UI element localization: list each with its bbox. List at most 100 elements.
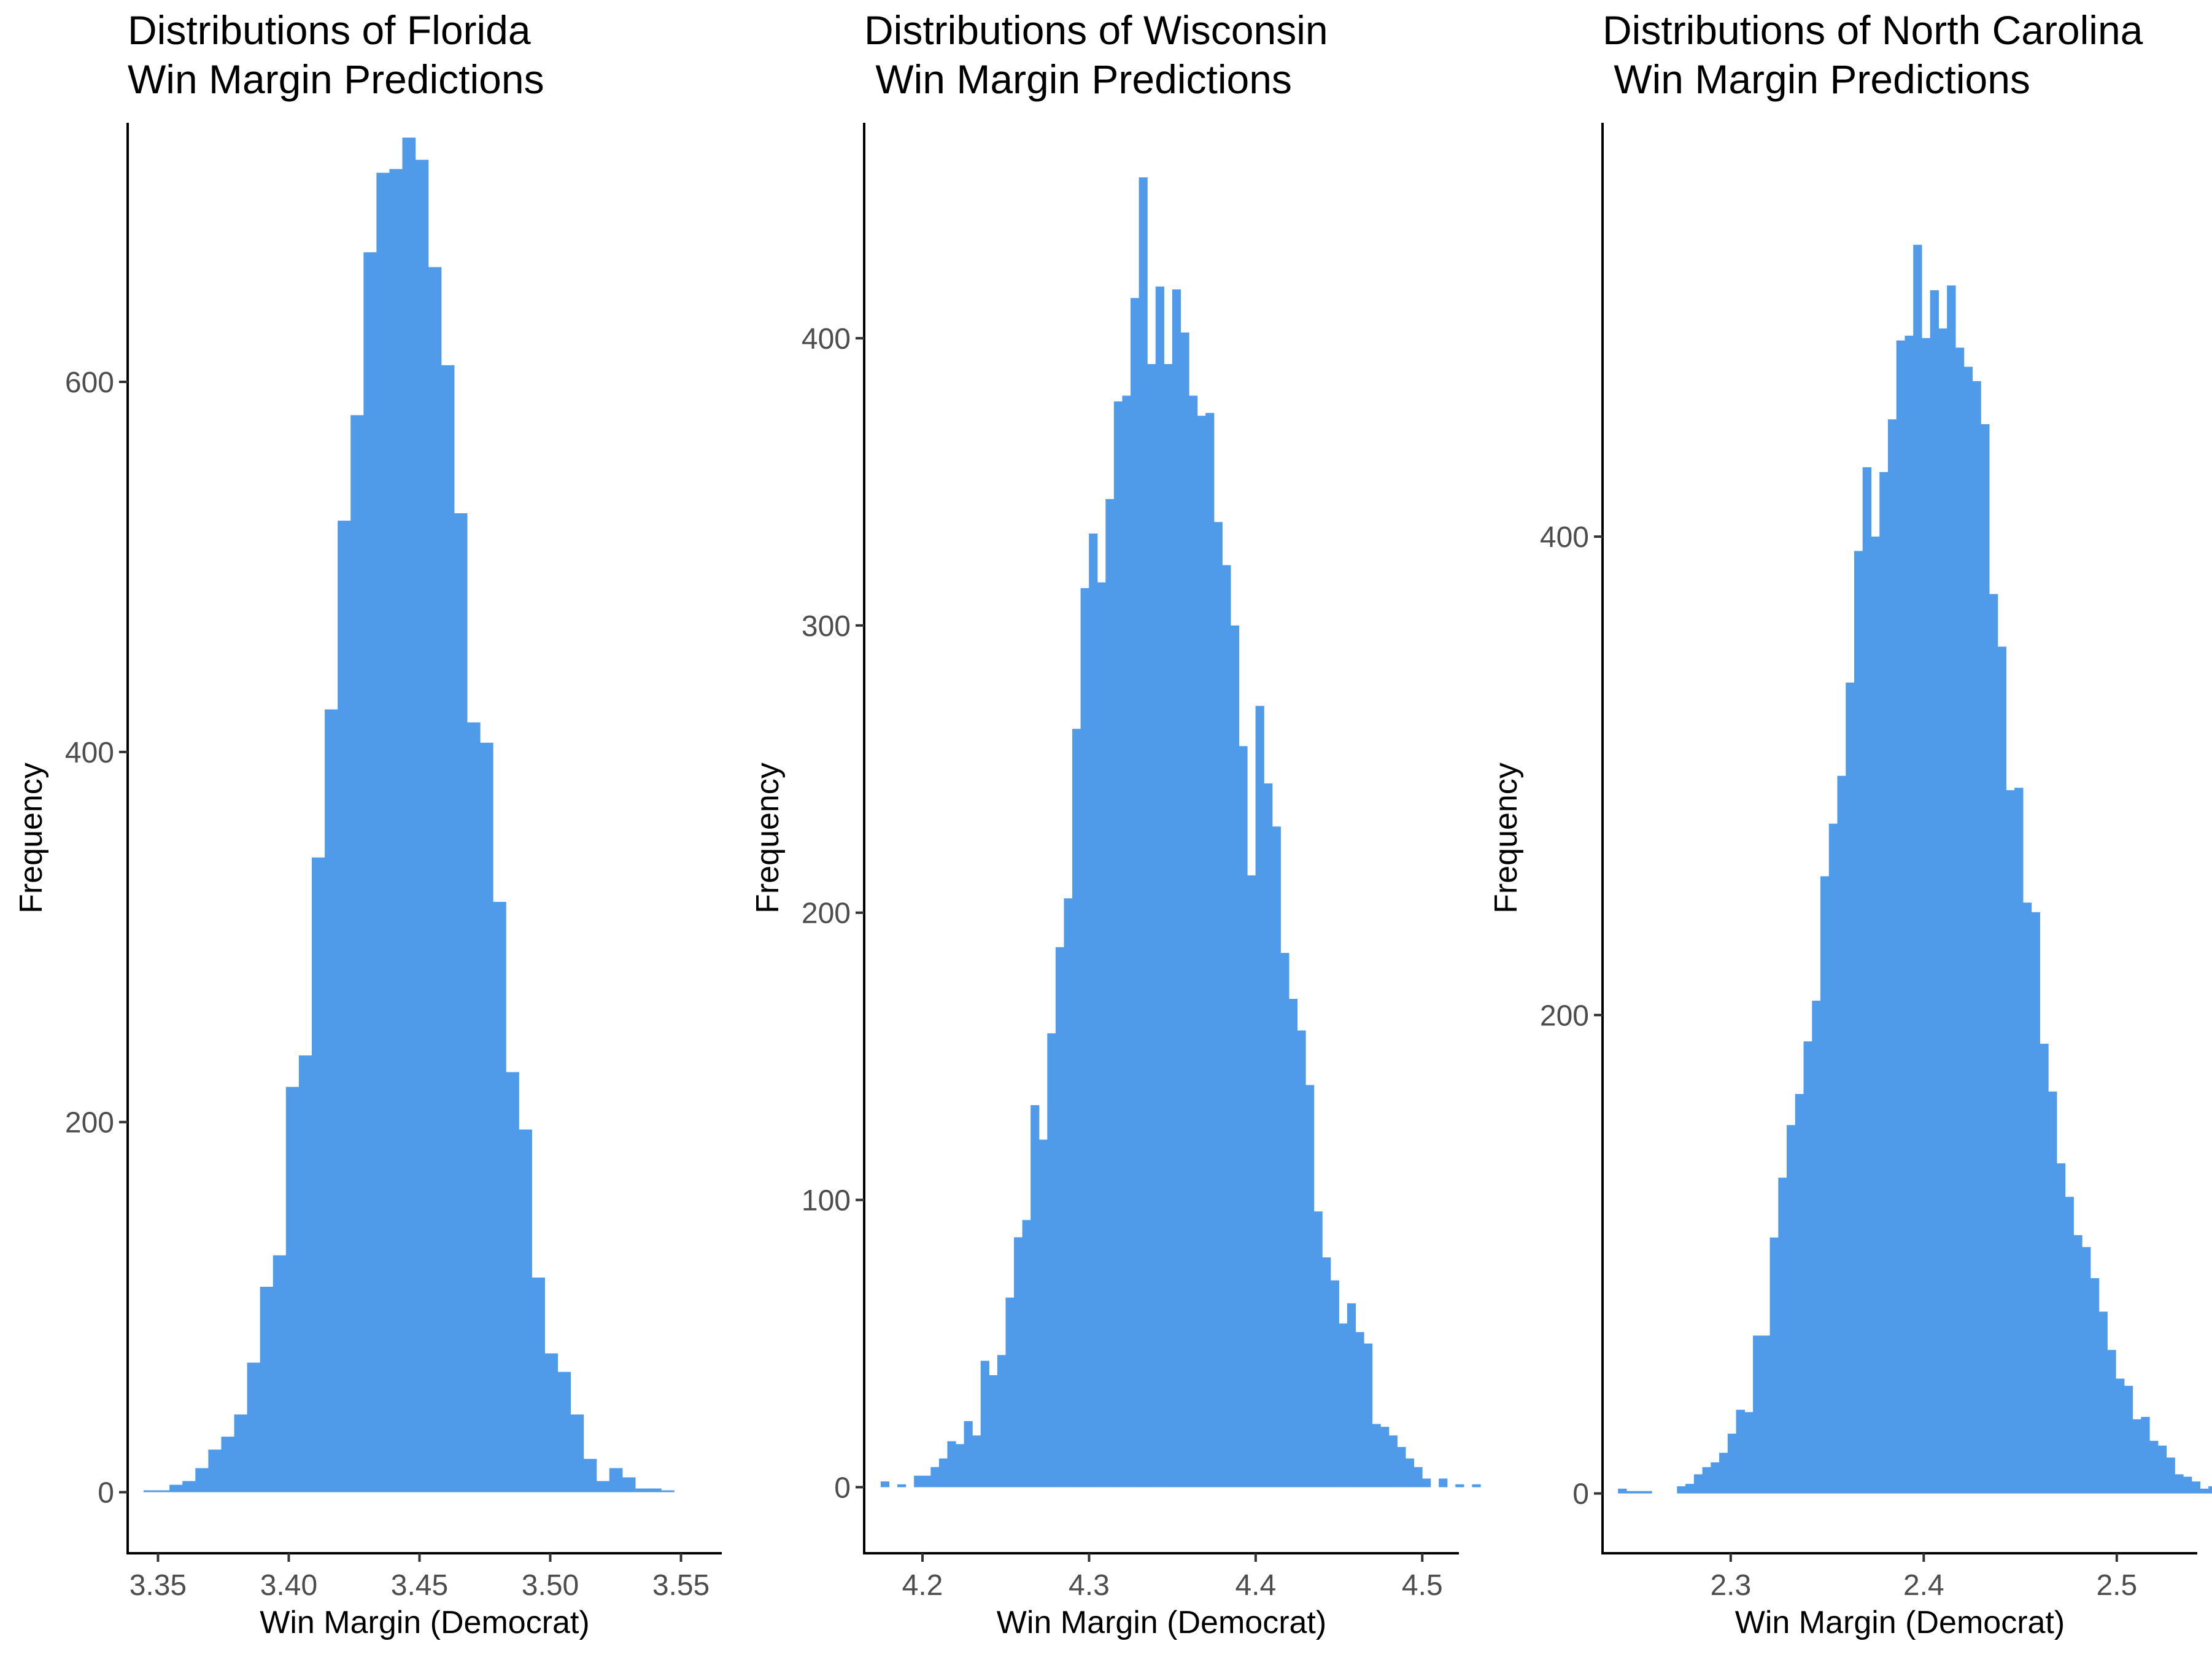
histogram-bar [2116, 1378, 2125, 1494]
histogram-bar [1397, 1446, 1406, 1488]
histogram-bar [1405, 1458, 1415, 1488]
histogram-bar [466, 722, 481, 1492]
chart-title-line: Distributions of Florida [128, 7, 531, 53]
histogram-bar [2166, 1457, 2175, 1494]
histogram-bar [1744, 1412, 1754, 1494]
histogram-bar [1272, 826, 1281, 1488]
histogram-bar [2082, 1247, 2091, 1494]
histogram-bar [1364, 1343, 1373, 1488]
histogram-bar [1955, 347, 1965, 1494]
histogram-bar [2200, 1488, 2209, 1494]
histogram-bar [997, 1355, 1007, 1488]
y-axis-title: Frequency [750, 763, 786, 914]
histogram-bar [389, 169, 403, 1492]
histogram-bar [956, 1444, 965, 1488]
chart-panel-3: Distributions of North Carolina Win Marg… [1488, 7, 2212, 1640]
histogram-bar [493, 901, 506, 1492]
histogram-bar [1155, 286, 1164, 1488]
histogram-bar [1038, 1139, 1048, 1488]
histogram-bar [2022, 902, 2032, 1494]
chart-panel-2: Distributions of Wisconsin Win Margin Pr… [750, 7, 1481, 1640]
histogram-bar [922, 1475, 931, 1488]
chart-title-line: Distributions of North Carolina [1603, 7, 2143, 53]
histogram-bar [428, 267, 442, 1492]
histogram-bar [914, 1475, 923, 1488]
y-axis-title: Frequency [1488, 763, 1524, 914]
y-tick-label: 400 [65, 737, 114, 769]
y-tick-label: 600 [65, 367, 114, 399]
histogram-bar [1871, 537, 1880, 1494]
histogram-bar [441, 365, 455, 1492]
histogram-bar [208, 1449, 222, 1492]
histogram-bar [583, 1459, 597, 1492]
histogram-bar [376, 173, 390, 1492]
histogram-bar [1854, 551, 1863, 1494]
histogram-bar [2090, 1278, 2100, 1494]
histogram-bar [479, 742, 493, 1492]
histogram-bar [1938, 328, 1947, 1494]
histogram-bar [1147, 364, 1156, 1488]
histogram-bar [454, 513, 468, 1492]
histogram-bar [1828, 823, 1838, 1494]
y-tick-label: 100 [802, 1185, 851, 1217]
histogram-bar [1388, 1435, 1398, 1488]
histogram-bar [1139, 177, 1148, 1488]
histogram-bar [1255, 705, 1264, 1488]
histogram-bar [1064, 898, 1073, 1488]
histogram-bar [989, 1375, 998, 1488]
histogram-bar [338, 521, 351, 1492]
histogram-bar [1355, 1332, 1364, 1488]
histogram-bar [157, 1490, 170, 1492]
chart-title-line: Win Margin Predictions [128, 56, 544, 102]
histogram-bar [1887, 419, 1897, 1494]
y-tick-label: 200 [1540, 999, 1589, 1032]
x-tick-label: 2.5 [2096, 1569, 2137, 1602]
histogram-bar [1022, 1220, 1031, 1488]
histogram-bar [169, 1484, 183, 1492]
histogram-bar [570, 1414, 584, 1492]
histogram-bar [648, 1488, 662, 1492]
histogram-bar [311, 857, 325, 1492]
histogram-bar [1634, 1491, 1644, 1494]
histogram-bar [2175, 1474, 2184, 1494]
chart-panel-1: Distributions of Florida Win Margin Predi… [14, 7, 722, 1640]
histogram-bar [1769, 1237, 1779, 1494]
x-tick-label: 3.55 [652, 1569, 710, 1602]
x-axis-title: Win Margin (Democrat) [997, 1605, 1326, 1640]
histogram-bar [947, 1441, 956, 1488]
histogram-bar [1172, 289, 1181, 1488]
histogram-bar [532, 1277, 545, 1492]
histogram-bar [1989, 594, 1998, 1494]
histogram-bar [1005, 1297, 1015, 1488]
histogram-bar [1372, 1424, 1381, 1488]
x-tick-label: 2.3 [1710, 1569, 1751, 1602]
histogram-bar [234, 1414, 248, 1492]
histogram-bar [1131, 298, 1140, 1488]
histogram-bar [402, 138, 416, 1492]
histogram-bars [143, 138, 675, 1492]
x-tick-label: 4.2 [902, 1569, 943, 1602]
histogram-bar [182, 1481, 196, 1492]
histogram-bar [2132, 1419, 2141, 1494]
histogram-bar [1761, 1335, 1771, 1494]
histogram-bar [1080, 588, 1089, 1488]
y-tick-label: 200 [802, 898, 851, 930]
histogram-bar [519, 1129, 532, 1492]
y-tick-label: 300 [802, 610, 851, 643]
histogram-bar [325, 709, 338, 1492]
histogram-bar [938, 1458, 948, 1488]
histogram-bar [2107, 1349, 2116, 1494]
histogram-bar [1230, 625, 1240, 1488]
histogram-bar [1180, 332, 1189, 1488]
histogram-bar [557, 1372, 571, 1492]
y-tick-label: 400 [1540, 521, 1589, 554]
histogram-bar [1837, 775, 1846, 1494]
histogram-bar [1685, 1484, 1695, 1494]
y-tick-label: 200 [65, 1107, 114, 1139]
histogram-bar [298, 1055, 312, 1492]
histogram-bar [980, 1360, 989, 1488]
histogram-bar [635, 1488, 649, 1492]
x-tick-label: 3.35 [130, 1569, 187, 1602]
chart-title: Distributions of Wisconsin Win Margin Pr… [864, 7, 1328, 102]
